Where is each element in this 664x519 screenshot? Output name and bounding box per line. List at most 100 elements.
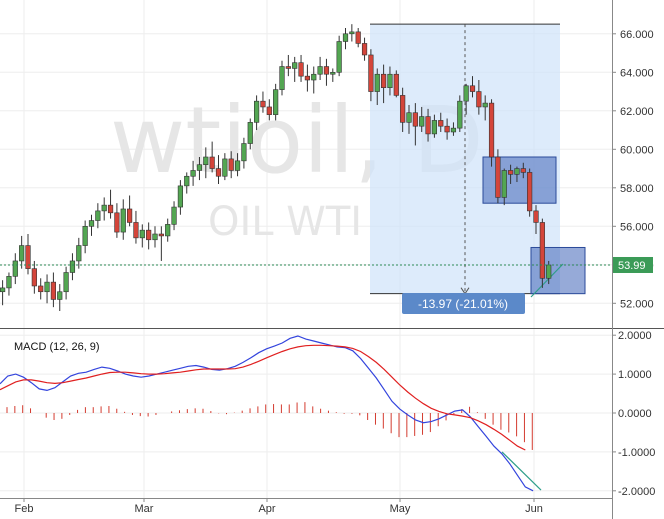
highlight-box-lower [530, 246, 586, 295]
candle-body [273, 89, 279, 115]
candle-body [209, 156, 215, 169]
candle-down [215, 155, 222, 184]
candle-body [19, 245, 25, 262]
candle-down [285, 54, 291, 77]
candle-down [400, 87, 406, 132]
candle-down [304, 64, 311, 92]
candle-body [6, 276, 12, 289]
macd-axis[interactable]: 2.0000 1.0000 0.0000 -1.0000 -2.0000 [612, 330, 655, 498]
candle-body [450, 127, 457, 133]
candle-body [69, 260, 76, 273]
candle-body [520, 168, 526, 173]
candle-body [387, 73, 393, 88]
candle-up [330, 68, 336, 82]
candle-body [279, 66, 285, 90]
candle-down [298, 54, 304, 82]
time-tick-label: Jun [525, 503, 543, 515]
candle-up [247, 118, 253, 150]
candle-body [533, 210, 539, 223]
candle-up [165, 218, 171, 242]
candle-body [260, 100, 266, 108]
candle-body [444, 125, 450, 133]
candle-up [101, 197, 107, 221]
candle-up [234, 153, 241, 177]
candle-body [317, 66, 323, 75]
candle-up [292, 56, 298, 82]
candle-body [234, 160, 241, 171]
last-price-badge: 53.99 [613, 256, 653, 273]
price-tick-label: 66.000 [620, 29, 654, 41]
candle-body [196, 164, 203, 171]
candle-up [6, 272, 12, 296]
candle-down [444, 118, 450, 140]
measurement-tool[interactable]: -13.97 (-21.01%) [370, 23, 586, 314]
candle-body [488, 102, 495, 158]
price-tick-label: 56.000 [620, 221, 654, 233]
candle-down [355, 28, 361, 48]
candle-body [412, 112, 418, 127]
candle-down [469, 76, 476, 98]
candle-down [361, 37, 368, 61]
candle-down [393, 70, 399, 98]
candle-body [222, 158, 228, 177]
candle-body [292, 62, 298, 69]
candle-down [266, 99, 272, 121]
candle-up [88, 214, 95, 236]
time-tick-label: Feb [15, 503, 34, 515]
candle-body [127, 208, 133, 223]
candle-body [361, 43, 368, 56]
candle-down [228, 151, 234, 179]
macd-tick-label: -2.0000 [618, 486, 655, 498]
candle-body [368, 54, 374, 92]
candle-down [133, 210, 139, 244]
candle-down [533, 205, 539, 234]
price-tick-label: 64.000 [620, 67, 654, 79]
time-axis[interactable]: Feb Mar Apr May Jun [0, 498, 612, 515]
candle-down [25, 234, 31, 275]
candle-body [228, 158, 234, 171]
candle-down [527, 168, 533, 217]
candle-down [323, 58, 330, 86]
candle-up [177, 180, 184, 215]
candle-body [311, 73, 317, 81]
candle-up [482, 95, 488, 121]
candle-body [57, 291, 63, 300]
measure-label-text: -13.97 (-21.01%) [418, 297, 508, 311]
candle-body [482, 102, 488, 108]
candle-down [520, 162, 526, 179]
price-tick-label: 62.000 [620, 106, 654, 118]
candle-body [469, 85, 476, 92]
candle-body [254, 100, 260, 123]
candle-body [266, 106, 272, 115]
candle-body [82, 226, 88, 246]
macd-title: MACD (12, 26, 9) [14, 341, 100, 353]
candle-body [304, 75, 311, 81]
macd-tick-label: 0.0000 [618, 408, 652, 420]
time-tick-label: Mar [135, 503, 154, 515]
candle-body [425, 116, 431, 135]
candle-body [501, 170, 507, 198]
candle-body [349, 31, 355, 35]
candle-body [44, 281, 50, 293]
last-price-badge-text: 53.99 [618, 260, 646, 272]
price-tick-label: 52.000 [620, 298, 654, 310]
candle-up [273, 83, 279, 121]
candle-up [12, 253, 18, 285]
candle-body [495, 156, 501, 198]
candle-body [438, 120, 444, 127]
candle-up [196, 157, 203, 181]
candle-up [203, 147, 209, 179]
candle-body [406, 112, 412, 123]
candle-down [209, 141, 215, 173]
candle-body [476, 91, 482, 108]
time-tick-label: Apr [258, 503, 275, 515]
candle-up [82, 220, 88, 254]
candle-down [127, 195, 133, 227]
candle-body [527, 172, 533, 212]
candle-body [215, 168, 222, 177]
candlestick-series [0, 24, 552, 311]
candle-body [120, 208, 126, 233]
candle-up [419, 106, 425, 132]
candle-up [374, 68, 380, 106]
